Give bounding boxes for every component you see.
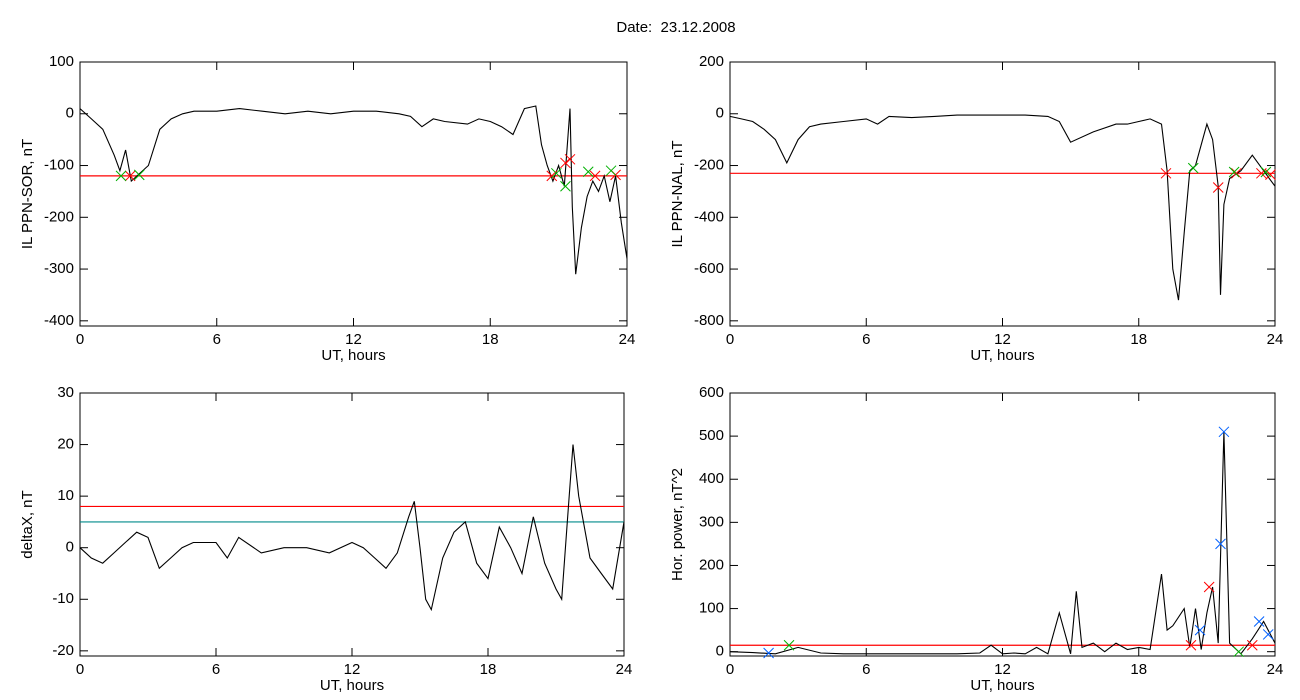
plot-frame <box>79 61 628 327</box>
cross-marker <box>560 157 571 169</box>
y-tick-label: -20 <box>52 642 74 659</box>
cross-marker <box>564 153 576 165</box>
cross-marker <box>1228 166 1240 178</box>
x-axis-label: UT, hours <box>320 677 384 694</box>
y-tick-label: 20 <box>57 436 74 453</box>
data-line <box>729 114 1276 301</box>
cross-marker <box>1246 639 1258 651</box>
cross-marker <box>1185 639 1197 651</box>
y-tick-label: -200 <box>44 208 74 225</box>
y-tick-label: 0 <box>66 105 74 122</box>
cross-marker <box>763 647 774 659</box>
x-tick-label: 12 <box>994 661 1011 678</box>
cross-marker <box>1256 167 1267 179</box>
y-axis-label: Hor. power, nT^2 <box>669 468 686 581</box>
cross-marker <box>1231 167 1242 179</box>
cross-marker <box>1212 182 1224 193</box>
y-tick-label: 500 <box>699 427 724 444</box>
y-tick-label: 0 <box>716 105 724 122</box>
cross-marker <box>1233 646 1245 658</box>
x-axis-label: UT, hours <box>321 347 385 364</box>
cross-marker <box>1203 581 1215 593</box>
y-tick-label: -400 <box>694 208 724 225</box>
y-axis-label: deltaX, nT <box>19 490 36 558</box>
y-axis-label: IL PPN-NAL, nT <box>669 141 686 248</box>
cross-marker <box>1194 624 1206 636</box>
cross-marker <box>1253 616 1265 627</box>
x-tick-label: 24 <box>1267 661 1284 678</box>
y-tick-label: 30 <box>57 384 74 401</box>
x-tick-label: 24 <box>616 661 633 678</box>
cross-marker <box>1218 426 1230 438</box>
x-tick-label: 12 <box>344 661 361 678</box>
cross-marker <box>1160 167 1172 179</box>
data-line <box>79 444 625 612</box>
x-tick-label: 6 <box>862 331 870 348</box>
plot-frame <box>79 392 625 657</box>
y-tick-label: 100 <box>49 53 74 70</box>
x-tick-label: 12 <box>345 331 362 348</box>
y-tick-label: -10 <box>52 590 74 607</box>
x-tick-label: 0 <box>726 661 734 678</box>
x-tick-label: 0 <box>726 331 734 348</box>
cross-marker <box>550 167 562 179</box>
x-tick-label: 12 <box>994 331 1011 348</box>
cross-marker <box>560 180 571 192</box>
x-axis-label: UT, hours <box>970 677 1034 694</box>
cross-marker <box>783 639 795 651</box>
y-tick-label: 300 <box>699 513 724 530</box>
x-tick-label: 6 <box>862 661 870 678</box>
cross-marker <box>589 170 601 182</box>
y-tick-label: 0 <box>716 643 724 660</box>
y-tick-label: -800 <box>694 312 724 329</box>
x-axis-label: UT, hours <box>970 347 1034 364</box>
cross-marker <box>1215 538 1226 550</box>
cross-marker <box>115 170 127 182</box>
x-tick-label: 0 <box>76 331 84 348</box>
cross-marker <box>124 170 136 182</box>
x-tick-label: 18 <box>1130 331 1147 348</box>
x-tick-label: 18 <box>480 661 497 678</box>
y-tick-label: -400 <box>44 312 74 329</box>
y-tick-label: 100 <box>699 600 724 617</box>
x-tick-label: 18 <box>482 331 499 348</box>
y-tick-label: 600 <box>699 384 724 401</box>
y-tick-label: -200 <box>694 156 724 173</box>
x-tick-label: 18 <box>1130 661 1147 678</box>
y-tick-label: 400 <box>699 470 724 487</box>
y-tick-label: -600 <box>694 260 724 277</box>
y-axis-label: IL PPN-SOR, nT <box>19 139 36 249</box>
data-line <box>729 431 1276 655</box>
cross-marker <box>1260 166 1272 178</box>
plot-frame <box>729 392 1276 657</box>
y-tick-label: -100 <box>44 156 74 173</box>
plot-frame <box>729 61 1276 327</box>
x-tick-label: 24 <box>1267 331 1284 348</box>
cross-marker <box>1187 162 1199 174</box>
y-tick-label: 10 <box>57 487 74 504</box>
x-tick-label: 6 <box>213 331 221 348</box>
cross-marker <box>582 166 594 178</box>
data-line <box>79 105 628 275</box>
x-tick-label: 6 <box>212 661 220 678</box>
figure-title: Date: 23.12.2008 <box>616 19 735 36</box>
cross-marker <box>133 169 145 181</box>
y-tick-label: 200 <box>699 53 724 70</box>
x-tick-label: 0 <box>76 661 84 678</box>
x-tick-label: 24 <box>619 331 636 348</box>
y-tick-label: 200 <box>699 556 724 573</box>
y-tick-label: -300 <box>44 260 74 277</box>
cross-marker <box>605 165 617 177</box>
cross-marker <box>1262 629 1274 640</box>
y-tick-label: 0 <box>66 539 74 556</box>
